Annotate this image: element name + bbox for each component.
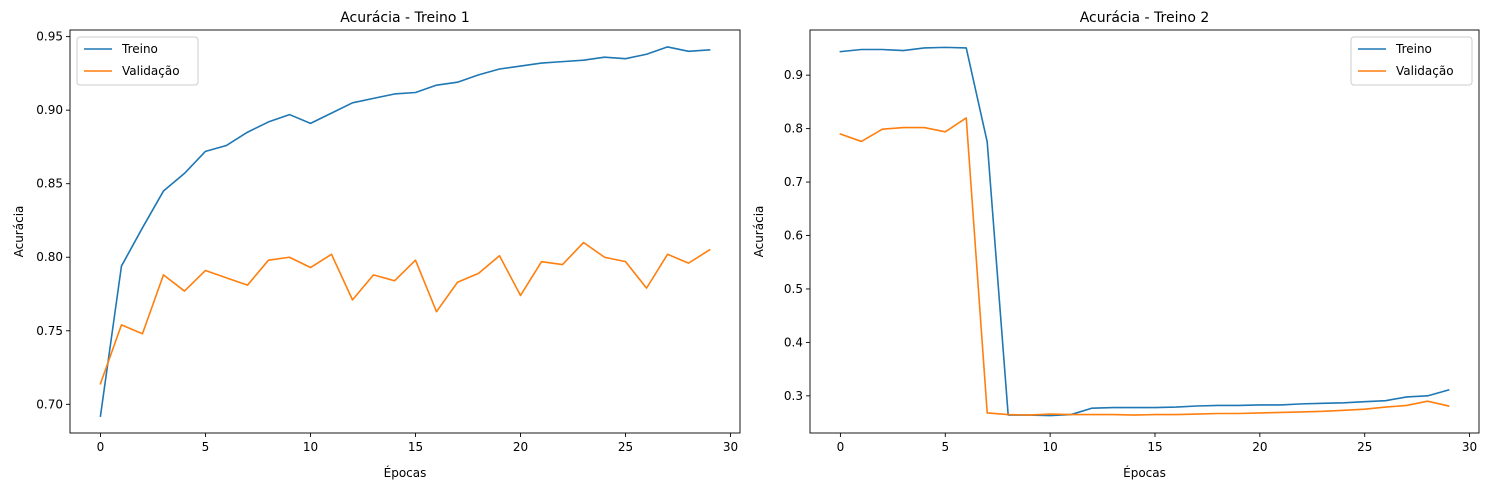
x-tick-label: 20 bbox=[513, 440, 528, 454]
series-line-validacao bbox=[839, 117, 1450, 416]
legend-entry: Validação bbox=[1396, 64, 1454, 78]
plot-frame bbox=[69, 29, 741, 434]
chart-title: Acurácia - Treino 1 bbox=[340, 10, 470, 26]
chart-treino-2: Acurácia - Treino 2 0 5 10 15 20 25 30 0.3 0.4 0.5… bbox=[752, 10, 1480, 480]
chart-treino-1: Acurácia - Treino 1 0 5 10 15 20 25 30 0.70 0.75 0… bbox=[12, 10, 741, 480]
x-tick-label: 0 bbox=[97, 440, 105, 454]
x-tick-label: 15 bbox=[1147, 440, 1162, 454]
x-axis-label: Épocas bbox=[1123, 465, 1166, 480]
y-tick-label: 0.90 bbox=[36, 103, 63, 117]
y-tick-label: 0.75 bbox=[36, 324, 63, 338]
x-tick-label: 25 bbox=[1357, 440, 1372, 454]
x-tick-label: 10 bbox=[1042, 440, 1057, 454]
x-tick-label: 5 bbox=[202, 440, 210, 454]
x-tick-label: 20 bbox=[1252, 440, 1267, 454]
x-tick-label: 25 bbox=[618, 440, 633, 454]
series-line-treino bbox=[99, 46, 711, 417]
y-tick-label: 0.6 bbox=[784, 229, 803, 243]
y-tick-label: 0.3 bbox=[784, 389, 803, 403]
legend-entry: Validação bbox=[122, 64, 180, 78]
y-tick-label: 0.9 bbox=[784, 68, 803, 82]
y-tick-label: 0.7 bbox=[784, 175, 803, 189]
y-tick-label: 0.95 bbox=[36, 30, 63, 44]
x-tick-label: 10 bbox=[303, 440, 318, 454]
y-tick-label: 0.5 bbox=[784, 282, 803, 296]
legend-entry: Treino bbox=[121, 42, 158, 56]
x-tick-label: 30 bbox=[723, 440, 738, 454]
y-axis-label: Acurácia bbox=[12, 206, 26, 258]
y-tick-label: 0.85 bbox=[36, 177, 63, 191]
plot-frame bbox=[809, 29, 1480, 434]
y-tick-label: 0.8 bbox=[784, 122, 803, 136]
x-axis-label: Épocas bbox=[384, 465, 427, 480]
series-line-validacao bbox=[99, 241, 711, 385]
y-tick-label: 0.4 bbox=[784, 335, 803, 349]
chart-title: Acurácia - Treino 2 bbox=[1080, 10, 1210, 26]
y-tick-label: 0.70 bbox=[36, 397, 63, 411]
x-tick-label: 15 bbox=[408, 440, 423, 454]
legend: Treino Validação bbox=[76, 36, 199, 86]
y-axis-label: Acurácia bbox=[752, 206, 766, 258]
x-tick-label: 0 bbox=[837, 440, 845, 454]
x-tick-label: 30 bbox=[1462, 440, 1477, 454]
legend-entry: Treino bbox=[1395, 42, 1432, 56]
series-line-treino bbox=[839, 46, 1450, 417]
y-tick-label: 0.80 bbox=[36, 250, 63, 264]
legend: Treino Validação bbox=[1350, 36, 1473, 86]
x-tick-label: 5 bbox=[941, 440, 949, 454]
